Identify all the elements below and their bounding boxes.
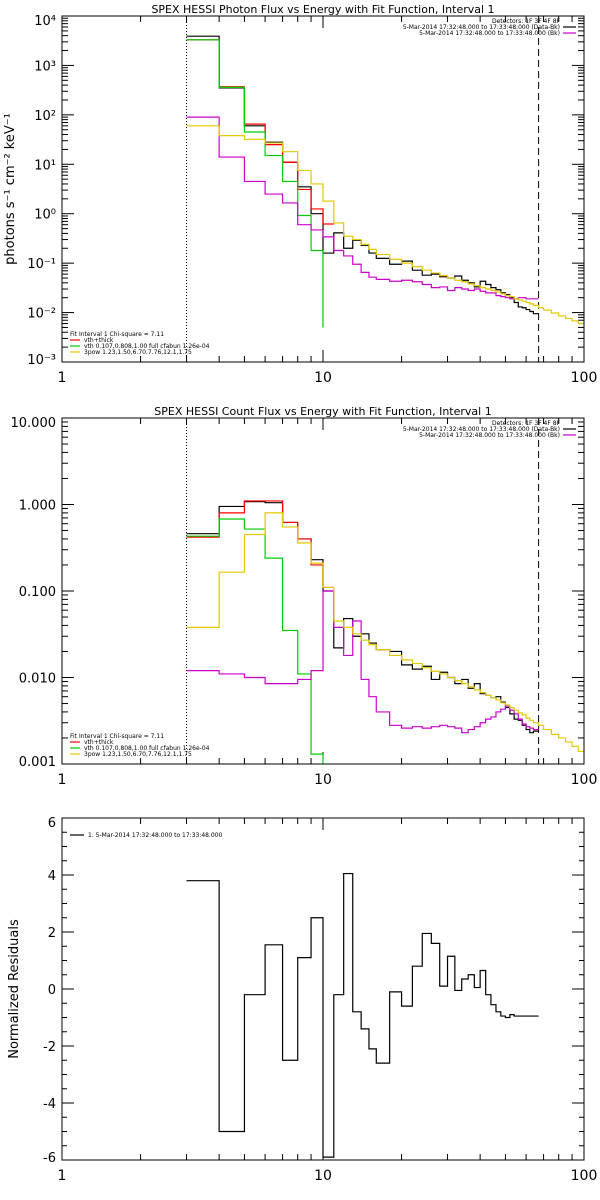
y-tick-label: 1.000 — [19, 499, 56, 514]
y-tick-label: 10⁻³ — [27, 353, 56, 368]
x-tick-label: 10 — [314, 370, 332, 386]
y-tick-label: 0 — [48, 983, 56, 998]
series-line — [186, 512, 584, 752]
legend-entry: Detectors: 1F 3F 4F 8F — [492, 420, 561, 427]
plot-frame — [61, 817, 585, 1161]
y-tick-label: 4 — [48, 869, 56, 884]
y-tick-label: 10³ — [34, 59, 56, 74]
series-line — [186, 39, 324, 328]
y-tick-label: 10⁴ — [34, 14, 56, 29]
legend-entry: 5-Mar-2014 17:32:48.000 to 17:33:48.000 … — [403, 24, 560, 31]
plot-frame — [61, 417, 585, 765]
legend-entry: Detectors: 1F 3F 4F 8F — [492, 18, 561, 25]
series-4 — [186, 590, 539, 734]
y-tick-label: 10⁻¹ — [27, 257, 56, 272]
x-tick-label: 10 — [314, 772, 332, 788]
legend-entry: Fit Interval 1 Chi-square = 7.11 — [70, 733, 164, 740]
x-tick-label: 1 — [58, 370, 67, 386]
minor-ticks — [62, 16, 584, 362]
minor-ticks — [62, 818, 584, 1160]
plot-frame — [61, 15, 585, 363]
series-line — [186, 872, 539, 1158]
series-1 — [186, 872, 539, 1158]
series-5 — [186, 125, 584, 325]
legend-entry: 3pow 1.23,1.50,6.70,7.76,12.1,1.75 — [84, 349, 192, 356]
legend-entry: 1. 5-Mar-2014 17:32:48.000 to 17:33:48.0… — [88, 832, 223, 839]
series-line — [186, 125, 584, 325]
series-1 — [186, 501, 539, 734]
plot-area — [186, 872, 539, 1158]
series-3 — [186, 518, 324, 764]
y-tick-label: 0.001 — [19, 755, 56, 770]
series-2 — [186, 500, 334, 589]
legend-entry: vth+thick — [84, 337, 114, 344]
chart-title: SPEX HESSI Count Flux vs Energy with Fit… — [154, 405, 491, 418]
series-line — [186, 590, 539, 734]
y-tick-label: 10⁻² — [27, 307, 56, 322]
chart-panel-1: SPEX HESSI Photon Flux vs Energy with Fi… — [3, 3, 598, 386]
legend-entry: vth 0.107,0.808,1.00 full cfabun 1.26e-0… — [84, 745, 210, 752]
y-tick-label: 10⁰ — [34, 208, 56, 223]
series-3 — [186, 39, 324, 328]
y-axis-label: Normalized Residuals — [7, 919, 22, 1059]
plot-area — [186, 418, 584, 764]
x-tick-label: 100 — [571, 1168, 598, 1184]
chart-panel-2: SPEX HESSI Count Flux vs Energy with Fit… — [11, 405, 598, 788]
legend-entry: 3pow 1.23,1.50,6.70,7.76,12.1,1.75 — [84, 751, 192, 758]
chart-panel-3: Normalized Residuals 1 10 100 -6 -4 -2 0 2 4 6 1. 5… — [7, 816, 597, 1184]
series-line — [186, 518, 324, 764]
x-tick-label: 100 — [571, 772, 598, 788]
y-tick-label: 10¹ — [34, 158, 56, 173]
chart-title: SPEX HESSI Photon Flux vs Energy with Fi… — [151, 3, 494, 16]
y-tick-label: 0.100 — [19, 585, 56, 600]
x-tick-label: 1 — [58, 772, 67, 788]
series-5 — [186, 512, 584, 752]
y-tick-label: 2 — [48, 926, 56, 941]
y-tick-label: -6 — [43, 1151, 56, 1166]
legend-entry: 5-Mar-2014 17:32:48.000 to 17:33:48.000 … — [419, 432, 560, 439]
legend-entry: vth+thick — [84, 739, 114, 746]
minor-ticks — [62, 418, 584, 764]
major-ticks — [62, 16, 584, 362]
y-axis-label: photons s⁻¹ cm⁻² keV⁻¹ — [3, 113, 18, 265]
plot-area — [186, 16, 584, 362]
legend-entry: 5-Mar-2014 17:32:48.000 to 17:33:48.000 … — [419, 30, 560, 37]
y-tick-label: 10.000 — [11, 416, 57, 431]
legend-entry: Fit Interval 1 Chi-square = 7.11 — [70, 331, 164, 338]
y-tick-label: 10² — [34, 109, 56, 124]
y-tick-label: 6 — [48, 816, 56, 831]
series-4 — [186, 116, 539, 300]
series-line — [186, 501, 539, 734]
x-tick-label: 1 — [58, 1168, 67, 1184]
series-line — [186, 116, 539, 300]
x-tick-label: 10 — [314, 1168, 332, 1184]
legend-entry: 5-Mar-2014 17:32:48.000 to 17:33:48.000 … — [403, 426, 560, 433]
y-tick-label: 0.010 — [19, 672, 56, 687]
y-tick-label: -4 — [43, 1097, 56, 1112]
series-line — [186, 500, 334, 589]
y-tick-label: -2 — [43, 1040, 56, 1055]
legend-entry: vth 0.107,0.808,1.00 full cfabun 1.26e-0… — [84, 343, 210, 350]
x-tick-label: 100 — [571, 370, 598, 386]
